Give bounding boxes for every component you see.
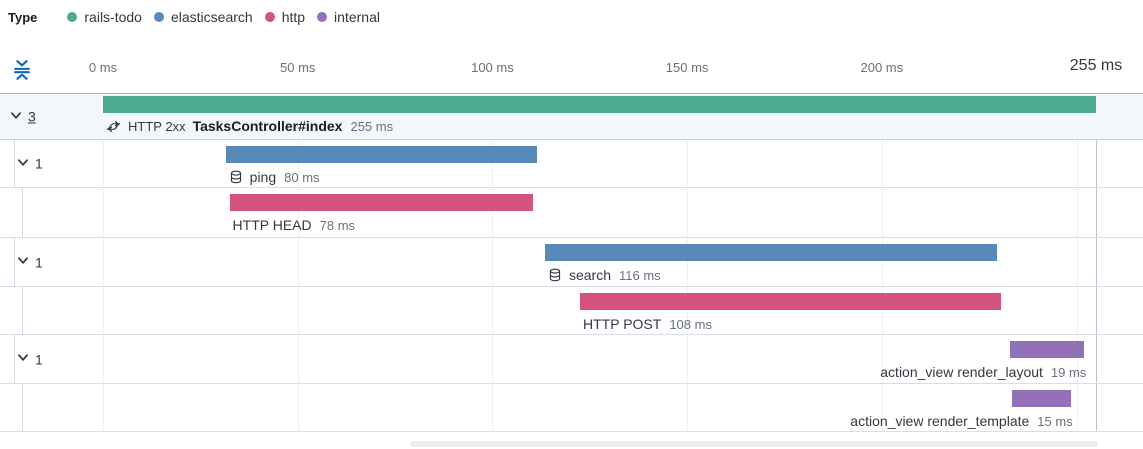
gridline bbox=[881, 94, 883, 432]
span-duration: 78 ms bbox=[319, 217, 356, 233]
collapse-all-button[interactable] bbox=[9, 57, 35, 83]
span-label[interactable]: search 116 ms bbox=[548, 266, 661, 284]
trace-end-line bbox=[1096, 94, 1097, 432]
span-duration: 80 ms bbox=[284, 169, 320, 185]
children-count: 3 bbox=[28, 108, 36, 125]
gridline bbox=[103, 94, 104, 432]
fold-icon bbox=[11, 60, 33, 84]
children-count: 1 bbox=[35, 351, 43, 367]
tree-guide bbox=[22, 287, 23, 334]
gridline bbox=[297, 94, 299, 432]
span-name: search bbox=[568, 267, 611, 283]
span-duration: 116 ms bbox=[619, 267, 661, 283]
transaction-name: TasksController#index bbox=[192, 118, 343, 134]
gridline bbox=[1076, 94, 1078, 432]
span-duration: 108 ms bbox=[669, 316, 712, 332]
tree-guide bbox=[14, 238, 15, 286]
tree-guide bbox=[14, 140, 15, 187]
chevron-down-icon bbox=[16, 254, 30, 271]
axis-tick: 150 ms bbox=[665, 60, 709, 75]
waterfall-row-transaction: 3 HTTP 2xx TasksController#index 255 ms bbox=[0, 93, 1143, 140]
type-legend: Type rails-todo elasticsearch http inter… bbox=[8, 9, 380, 25]
children-count: 1 bbox=[35, 155, 43, 172]
waterfall-row: HTTP POST 108 ms bbox=[0, 287, 1143, 335]
waterfall-row: 1 action_view render_layout 19 ms bbox=[0, 335, 1143, 384]
span-name: action_view render_layout bbox=[880, 364, 1043, 380]
waterfall-row: action_view render_template 15 ms bbox=[0, 384, 1143, 432]
span-name: HTTP POST bbox=[583, 316, 662, 332]
waterfall-row: 1 search 116 ms bbox=[0, 238, 1143, 287]
span-label[interactable]: HTTP POST 108 ms bbox=[583, 315, 712, 333]
legend-item: http bbox=[264, 9, 305, 25]
legend-item: elasticsearch bbox=[153, 9, 253, 25]
span-name: ping bbox=[249, 169, 277, 185]
toggle-children-button[interactable]: 1 bbox=[16, 254, 43, 271]
legend-item: internal bbox=[317, 9, 380, 25]
tree-guide bbox=[22, 188, 23, 237]
transaction-result: HTTP 2xx bbox=[128, 118, 186, 134]
database-icon bbox=[229, 170, 243, 184]
axis-tick: 255 ms bbox=[1069, 57, 1123, 74]
transaction-label[interactable]: HTTP 2xx TasksController#index 255 ms bbox=[106, 117, 393, 135]
horizontal-scrollbar-thumb[interactable] bbox=[410, 441, 1098, 447]
span-bar[interactable] bbox=[580, 293, 1001, 310]
tree-guide bbox=[22, 384, 23, 431]
axis-tick: 200 ms bbox=[860, 60, 904, 75]
span-bar[interactable] bbox=[544, 244, 997, 261]
span-name: action_view render_template bbox=[850, 413, 1030, 429]
axis-tick: 0 ms bbox=[88, 60, 118, 75]
span-duration: 255 ms bbox=[350, 118, 394, 134]
database-icon bbox=[548, 268, 562, 282]
legend-dot-icon bbox=[317, 12, 328, 22]
span-duration: 19 ms bbox=[1050, 364, 1087, 380]
span-name: HTTP HEAD bbox=[232, 217, 312, 233]
span-duration: 15 ms bbox=[1037, 413, 1073, 429]
legend-title: Type bbox=[8, 9, 38, 25]
chevron-down-icon bbox=[16, 155, 30, 172]
span-label[interactable]: ping 80 ms bbox=[229, 168, 320, 186]
chevron-down-icon bbox=[9, 108, 23, 125]
axis-tick: 100 ms bbox=[471, 60, 514, 75]
waterfall-row: 1 ping 80 ms bbox=[0, 140, 1143, 188]
legend-dot-icon bbox=[264, 12, 275, 22]
transaction-bar[interactable] bbox=[103, 96, 1096, 113]
children-count: 1 bbox=[35, 254, 43, 270]
span-bar[interactable] bbox=[229, 194, 534, 211]
span-bar[interactable] bbox=[1010, 341, 1085, 358]
gridline bbox=[687, 94, 689, 432]
merge-icon bbox=[106, 119, 121, 134]
legend-dot-icon bbox=[153, 12, 164, 22]
gridline bbox=[492, 94, 494, 432]
toggle-children-button[interactable]: 1 bbox=[16, 351, 43, 368]
legend-dot-icon bbox=[67, 12, 78, 22]
tree-guide bbox=[14, 335, 15, 383]
span-bar[interactable] bbox=[1012, 390, 1071, 407]
waterfall-row: HTTP HEAD 78 ms bbox=[0, 188, 1143, 238]
toggle-children-button[interactable]: 1 bbox=[16, 155, 43, 172]
span-bar[interactable] bbox=[225, 146, 538, 163]
axis-tick: 50 ms bbox=[280, 60, 316, 75]
legend-item: rails-todo bbox=[67, 9, 142, 25]
toggle-children-button[interactable]: 3 bbox=[9, 108, 36, 125]
span-label[interactable]: HTTP HEAD 78 ms bbox=[233, 216, 356, 234]
span-label[interactable]: action_view render_layout 19 ms bbox=[880, 363, 1086, 381]
chevron-down-icon bbox=[16, 351, 30, 368]
span-label[interactable]: action_view render_template 15 ms bbox=[850, 412, 1072, 430]
